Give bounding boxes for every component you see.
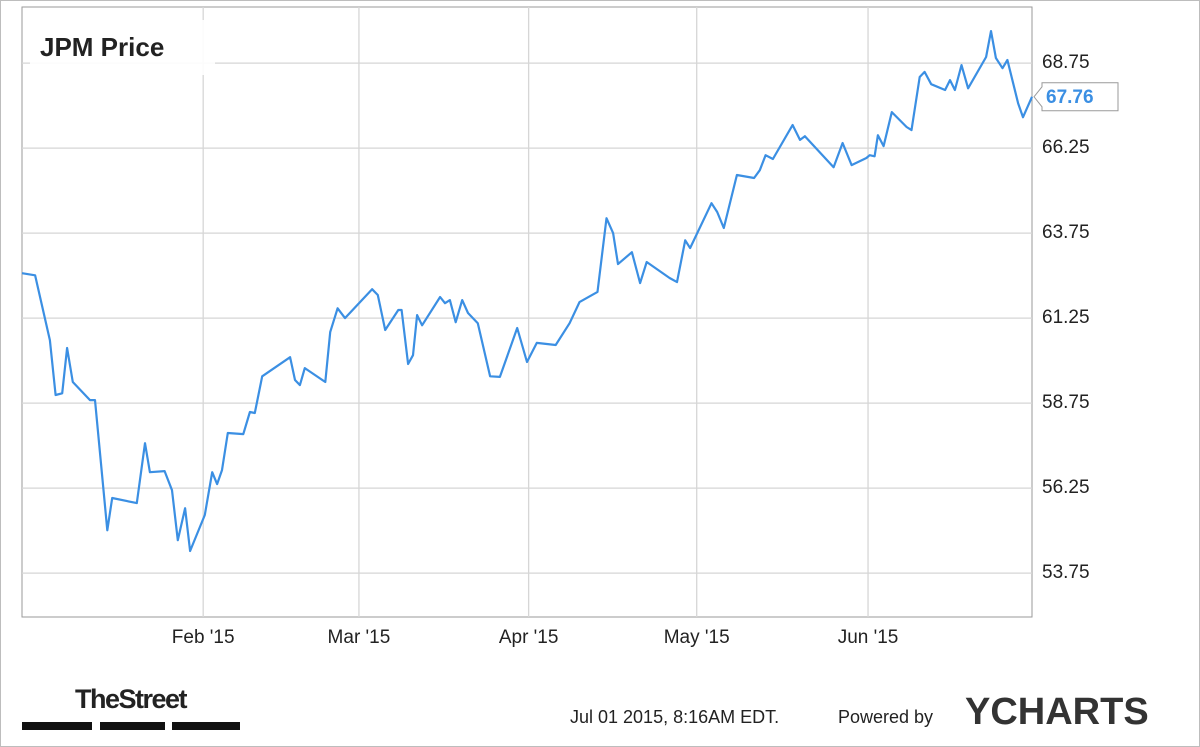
y-tick-label: 68.75 (1042, 52, 1090, 73)
y-tick-label: 56.25 (1042, 477, 1090, 498)
logo-bar (100, 722, 165, 730)
x-tick-label: Jun '15 (838, 627, 899, 648)
x-tick-label: Mar '15 (328, 627, 391, 648)
title-box (30, 20, 215, 75)
timestamp: Jul 01 2015, 8:16AM EDT. (570, 707, 779, 727)
x-tick-label: Feb '15 (172, 627, 235, 648)
y-tick-label: 53.75 (1042, 562, 1090, 583)
logo-bar (22, 722, 92, 730)
x-tick-label: Apr '15 (499, 627, 559, 648)
y-tick-label: 66.25 (1042, 137, 1090, 158)
y-tick-label: 61.25 (1042, 307, 1090, 328)
brand: YCHARTS (965, 691, 1149, 733)
last-value-label: 67.76 (1046, 87, 1094, 108)
y-tick-label: 58.75 (1042, 392, 1090, 413)
logo: TheStreet (75, 684, 188, 714)
chart-title: JPM Price (40, 32, 164, 62)
x-tick-label: May '15 (664, 627, 730, 648)
logo-bar (172, 722, 240, 730)
powered-by: Powered by (838, 707, 933, 727)
last-value-box (1033, 82, 1119, 112)
plot-area (21, 6, 1033, 618)
y-tick-label: 63.75 (1042, 222, 1090, 243)
price-line (21, 30, 1034, 553)
